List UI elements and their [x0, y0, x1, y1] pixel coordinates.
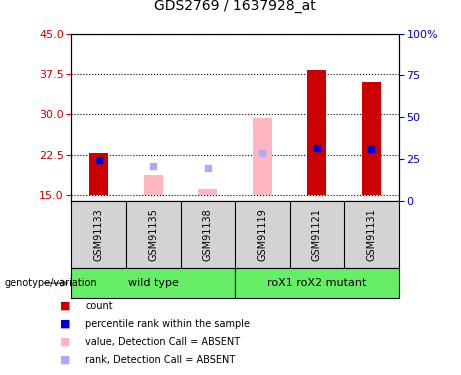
- Bar: [144, 175, 163, 195]
- Text: GSM91133: GSM91133: [94, 208, 104, 261]
- Text: ■: ■: [60, 337, 71, 346]
- Text: genotype/variation: genotype/variation: [5, 278, 97, 288]
- Bar: [198, 189, 218, 195]
- Text: GDS2769 / 1637928_at: GDS2769 / 1637928_at: [154, 0, 316, 13]
- Text: ■: ■: [60, 301, 71, 310]
- Text: GSM91138: GSM91138: [203, 208, 213, 261]
- Bar: [89, 153, 108, 195]
- Text: GSM91119: GSM91119: [257, 208, 267, 261]
- Bar: [235, 268, 399, 298]
- Text: ■: ■: [60, 319, 71, 328]
- Text: GSM91135: GSM91135: [148, 208, 158, 261]
- Bar: [253, 118, 272, 195]
- Text: GSM91131: GSM91131: [366, 208, 377, 261]
- Text: wild type: wild type: [128, 278, 179, 288]
- Bar: [307, 70, 326, 195]
- Bar: [71, 268, 235, 298]
- Text: count: count: [85, 301, 113, 310]
- Text: value, Detection Call = ABSENT: value, Detection Call = ABSENT: [85, 337, 240, 346]
- Text: GSM91121: GSM91121: [312, 208, 322, 261]
- Text: percentile rank within the sample: percentile rank within the sample: [85, 319, 250, 328]
- Bar: [362, 82, 381, 195]
- Text: ■: ■: [60, 355, 71, 364]
- Text: roX1 roX2 mutant: roX1 roX2 mutant: [267, 278, 366, 288]
- Text: rank, Detection Call = ABSENT: rank, Detection Call = ABSENT: [85, 355, 236, 364]
